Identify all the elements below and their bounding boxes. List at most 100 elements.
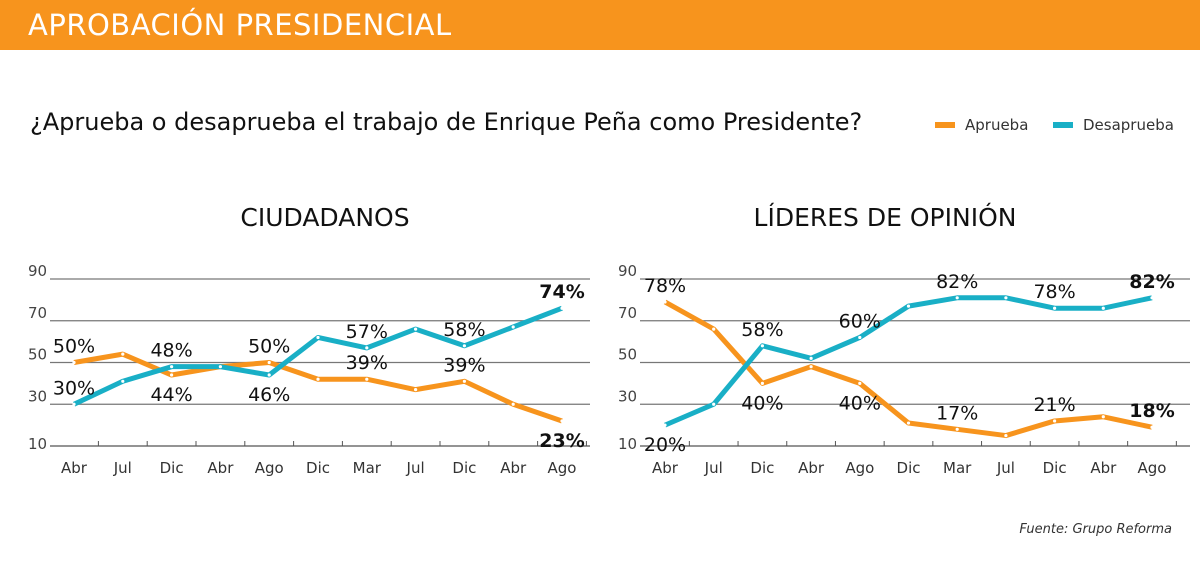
- x-tick-label: Ago: [1138, 459, 1167, 477]
- data-label: 46%: [248, 384, 290, 406]
- chart-title-ciudadanos: CIUDADANOS: [240, 203, 410, 232]
- data-point: [365, 346, 369, 350]
- data-point: [414, 388, 418, 392]
- data-label: 17%: [936, 402, 978, 424]
- x-tick-label: Ago: [548, 459, 577, 477]
- data-point: [511, 402, 515, 406]
- source-note: Fuente: Grupo Reforma: [1019, 522, 1172, 537]
- data-point: [365, 377, 369, 381]
- data-label: 44%: [150, 384, 192, 406]
- data-point: [906, 421, 911, 425]
- data-point: [316, 377, 320, 381]
- data-point: [1004, 433, 1008, 438]
- data-point: [1053, 419, 1057, 423]
- x-tick-label: Jul: [113, 459, 132, 477]
- y-tick-label: 70: [28, 304, 47, 322]
- data-point: [462, 379, 466, 383]
- data-point: [414, 327, 418, 331]
- data-label: 39%: [443, 354, 485, 376]
- data-point: [170, 373, 174, 377]
- data-point: [760, 344, 765, 348]
- data-point: [267, 360, 271, 365]
- legend-item-desaprueba: Desaprueba: [1053, 116, 1174, 134]
- series-line-desaprueba: [72, 305, 563, 407]
- data-label: 50%: [53, 336, 95, 358]
- data-point: [955, 427, 959, 431]
- x-tick-label: Abr: [500, 459, 527, 477]
- x-tick-label: Abr: [798, 459, 825, 477]
- x-tick-label: Abr: [652, 459, 679, 477]
- x-tick-label: Abr: [61, 459, 88, 477]
- data-point: [316, 335, 320, 340]
- data-point: [712, 402, 716, 406]
- data-point: [267, 373, 271, 377]
- x-tick-label: Dic: [452, 459, 476, 477]
- question: ¿Aprueba o desaprueba el trabajo de Enri…: [30, 108, 863, 136]
- data-point: [121, 379, 125, 383]
- x-tick-label: Abr: [1090, 459, 1117, 477]
- data-label: 20%: [644, 434, 686, 456]
- data-point: [218, 365, 222, 369]
- data-label: 78%: [644, 275, 686, 297]
- y-tick-label: 50: [28, 346, 47, 364]
- data-point: [809, 365, 813, 369]
- data-point: [906, 304, 911, 308]
- data-point: [858, 335, 862, 340]
- data-point: [72, 402, 76, 406]
- data-label: 40%: [839, 392, 881, 414]
- data-point: [1053, 306, 1057, 310]
- y-tick-label: 10: [618, 435, 637, 453]
- data-point: [1101, 306, 1105, 310]
- data-point: [955, 296, 959, 300]
- data-point: [858, 381, 862, 385]
- y-tick-label: 90: [28, 262, 47, 280]
- chart-title-lideres: LÍDERES DE OPINIÓN: [753, 203, 1017, 232]
- y-tick-label: 70: [618, 304, 637, 322]
- x-tick-label: Abr: [207, 459, 234, 477]
- y-tick-label: 30: [618, 387, 637, 405]
- x-tick-label: Jul: [704, 459, 723, 477]
- series-line-desaprueba: [664, 295, 1153, 428]
- data-label: 40%: [741, 392, 783, 414]
- data-label: 58%: [443, 319, 485, 341]
- y-tick-label: 90: [618, 262, 637, 280]
- y-tick-label: 10: [28, 435, 47, 453]
- data-point: [1150, 425, 1154, 429]
- legend-label: Desaprueba: [1083, 116, 1174, 134]
- x-tick-label: Dic: [897, 459, 921, 477]
- data-label: 23%: [539, 430, 584, 452]
- x-tick-label: Mar: [943, 459, 972, 477]
- data-point: [712, 327, 716, 331]
- data-point: [560, 419, 564, 423]
- header-bar: APROBACIÓN PRESIDENCIAL: [0, 0, 1200, 50]
- x-tick-label: Mar: [353, 459, 382, 477]
- legend-item-aprueba: Aprueba: [935, 116, 1028, 134]
- data-point: [170, 365, 174, 369]
- data-point: [1150, 296, 1154, 300]
- data-label: 60%: [839, 310, 881, 332]
- y-tick-label: 50: [618, 346, 637, 364]
- data-label: 39%: [346, 352, 388, 374]
- data-point: [663, 300, 667, 304]
- data-label: 82%: [1129, 271, 1174, 293]
- header-title: APROBACIÓN PRESIDENCIAL: [28, 8, 452, 42]
- data-point: [1101, 415, 1105, 419]
- data-label: 82%: [936, 271, 978, 293]
- x-tick-label: Jul: [406, 459, 425, 477]
- data-point: [760, 381, 765, 385]
- data-label: 18%: [1129, 400, 1174, 422]
- data-label: 30%: [53, 377, 95, 399]
- x-tick-label: Dic: [160, 459, 184, 477]
- series-line-aprueba: [73, 351, 563, 424]
- legend-swatch: [1053, 122, 1073, 128]
- legend-swatch: [935, 122, 955, 128]
- data-point: [560, 306, 564, 310]
- data-label: 74%: [539, 281, 584, 303]
- data-label: 57%: [346, 321, 388, 343]
- x-tick-label: Jul: [996, 459, 1015, 477]
- data-point: [121, 352, 125, 356]
- data-point: [462, 344, 466, 348]
- legend-label: Aprueba: [965, 116, 1029, 134]
- y-tick-label: 30: [28, 387, 47, 405]
